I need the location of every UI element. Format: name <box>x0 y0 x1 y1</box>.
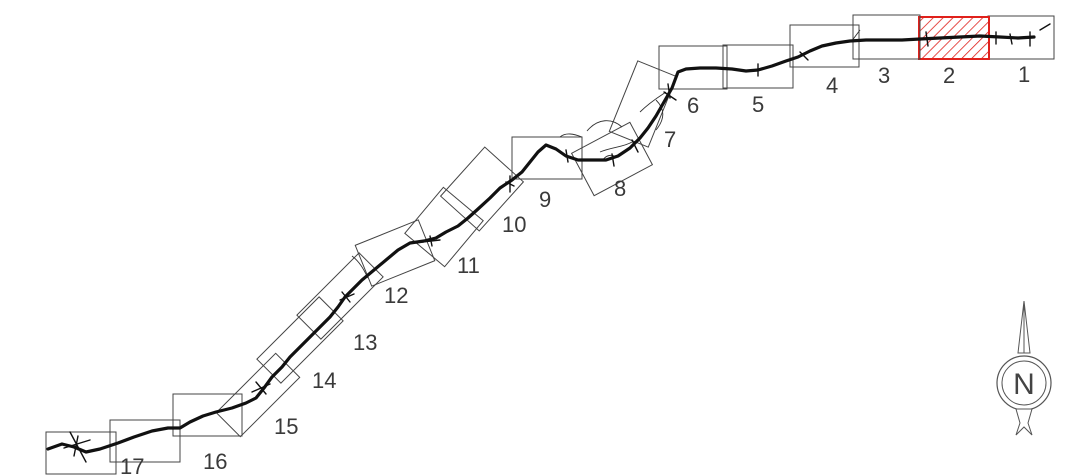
sheet-number-1: 1 <box>1018 62 1030 87</box>
sheet-frame-17b <box>45 431 117 475</box>
sheet-number-7: 7 <box>664 127 676 152</box>
sheet-number-16: 16 <box>203 449 227 474</box>
sheet-frame-16[interactable] <box>172 393 243 437</box>
sheet-frame-11[interactable] <box>404 186 484 268</box>
sheet-number-8: 8 <box>614 176 626 201</box>
sheet-number-9: 9 <box>539 187 551 212</box>
main-route <box>46 34 1036 454</box>
sheet-number-6: 6 <box>687 93 699 118</box>
sheet-number-10: 10 <box>502 212 526 237</box>
sheet-frame-9[interactable] <box>511 136 583 180</box>
sheet-frame-10[interactable] <box>439 146 525 232</box>
sheet-frame-14[interactable] <box>256 296 344 384</box>
sheet-number-12: 12 <box>384 283 408 308</box>
sheet-frame-4[interactable] <box>789 24 860 68</box>
sheet-number-15: 15 <box>274 414 298 439</box>
sheet-number-14: 14 <box>312 368 336 393</box>
sheet-frame-8[interactable] <box>570 121 654 197</box>
sheet-frame-15[interactable] <box>215 352 301 438</box>
route-cross-streets <box>63 23 1051 463</box>
sheet-number-4: 4 <box>826 73 838 98</box>
sheet-number-17: 17 <box>120 454 144 475</box>
north-arrow-icon: N <box>996 300 1052 436</box>
sheet-number-labels: 1 2 3 4 5 6 7 8 9 10 11 12 13 14 15 16 1… <box>120 62 1030 475</box>
sheet-frame-13[interactable] <box>296 252 384 340</box>
sheet-frame-3[interactable] <box>852 14 921 60</box>
sheet-frame-5[interactable] <box>722 44 794 89</box>
sheet-number-5: 5 <box>752 92 764 117</box>
sheet-number-3: 3 <box>878 63 890 88</box>
sheet-number-11: 11 <box>457 253 480 278</box>
sheet-frame-17[interactable] <box>109 419 181 463</box>
sheet-number-2: 2 <box>943 63 955 88</box>
north-letter: N <box>1013 368 1035 401</box>
sheet-number-13: 13 <box>353 330 377 355</box>
sheet-frames <box>45 14 1055 475</box>
